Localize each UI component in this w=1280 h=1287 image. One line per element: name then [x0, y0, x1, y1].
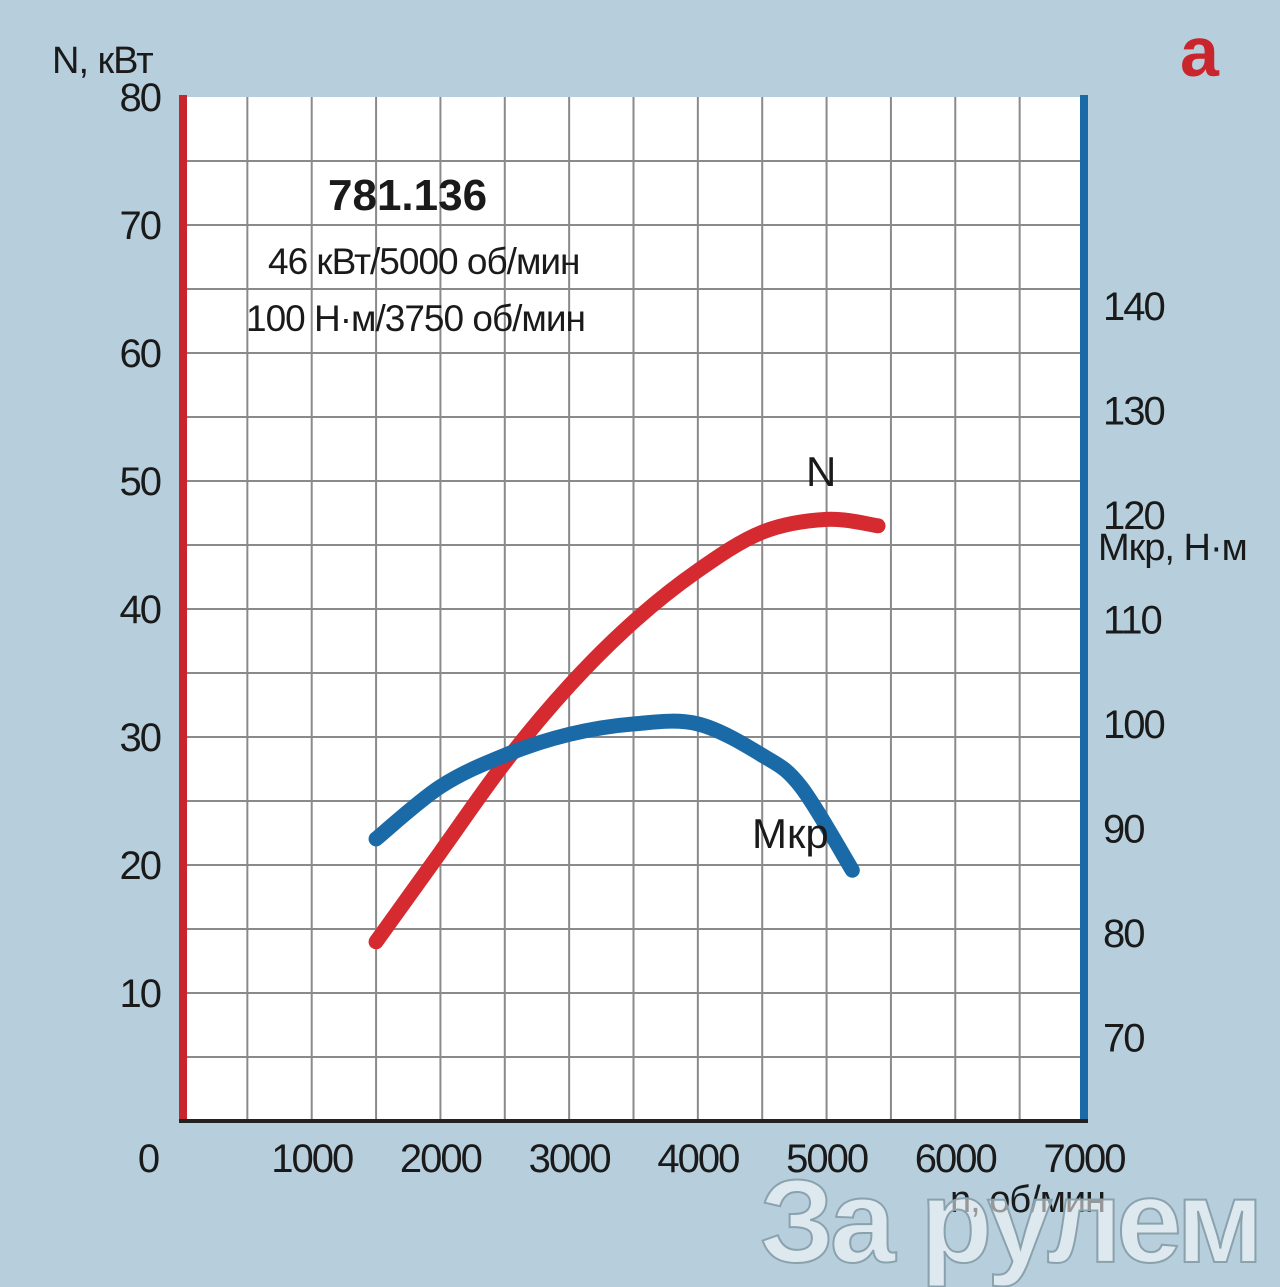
chart-title: 781.136 [328, 171, 487, 220]
y-right-tick-label: 80 [1103, 912, 1144, 956]
y-left-tick-label: 80 [120, 76, 161, 120]
y-right-tick-label: 110 [1103, 598, 1162, 642]
x-tick-label: 4000 [657, 1137, 739, 1181]
y-right-axis-label: Мкр, Н·м [1098, 527, 1247, 569]
series-label-mkr: Мкр [752, 810, 829, 857]
spec-torque: 100 Н·м/3750 об/мин [246, 298, 585, 339]
corner-letter: а [1180, 13, 1220, 91]
y-right-tick-label: 120 [1103, 494, 1164, 538]
y-left-axis-label: N, кВт [52, 40, 153, 82]
y-left-tick-label: 40 [120, 588, 161, 632]
y-left-tick-label: 30 [120, 716, 161, 760]
x-tick-labels: 0 1000 2000 3000 4000 5000 6000 7000 [138, 1137, 1127, 1181]
series-line-mkr [368, 713, 860, 878]
x-tick-label: 0 [138, 1137, 159, 1181]
x-tick-label: 7000 [1044, 1137, 1126, 1181]
y-left-tick-label: 50 [120, 460, 161, 504]
watermark-logo: За рулем [760, 1156, 1260, 1287]
y-left-tick-label: 20 [120, 844, 161, 888]
y-right-tick-label: 100 [1103, 703, 1164, 747]
y-left-tick-label: 10 [120, 972, 161, 1016]
y-left-tick-label: 60 [120, 332, 161, 376]
grid [183, 97, 1084, 1121]
y-right-tick-label: 70 [1103, 1016, 1144, 1060]
x-tick-label: 2000 [400, 1137, 482, 1181]
series-label-n: N [806, 448, 836, 495]
series-lines [368, 511, 886, 950]
x-tick-label: 1000 [271, 1137, 353, 1181]
x-tick-label: 5000 [786, 1137, 868, 1181]
y-left-tick-label: 70 [120, 204, 161, 248]
y-right-tick-labels: 70 80 90 100 110 120 130 140 [1103, 285, 1166, 1060]
x-tick-label: 6000 [915, 1137, 997, 1181]
y-right-tick-label: 140 [1103, 285, 1164, 329]
spec-power: 46 кВт/5000 об/мин [268, 241, 579, 282]
y-right-tick-label: 130 [1103, 389, 1164, 433]
x-tick-label: 3000 [529, 1137, 611, 1181]
series-line-n [368, 511, 886, 950]
y-left-tick-labels: 10 20 30 40 50 60 70 80 [120, 76, 163, 1016]
y-right-tick-label: 90 [1103, 807, 1144, 851]
x-axis-label: n, об/мин [950, 1179, 1105, 1221]
